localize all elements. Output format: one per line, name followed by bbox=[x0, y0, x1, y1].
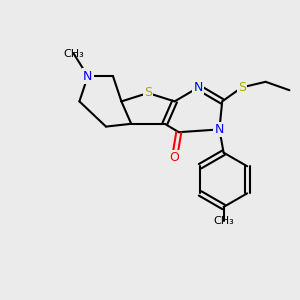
Text: CH₃: CH₃ bbox=[213, 216, 234, 226]
Text: N: N bbox=[83, 70, 92, 83]
Text: N: N bbox=[215, 123, 224, 136]
Text: N: N bbox=[194, 81, 203, 94]
Text: S: S bbox=[144, 86, 152, 100]
Text: S: S bbox=[238, 81, 246, 94]
Text: CH₃: CH₃ bbox=[63, 49, 84, 59]
Text: O: O bbox=[170, 151, 179, 164]
